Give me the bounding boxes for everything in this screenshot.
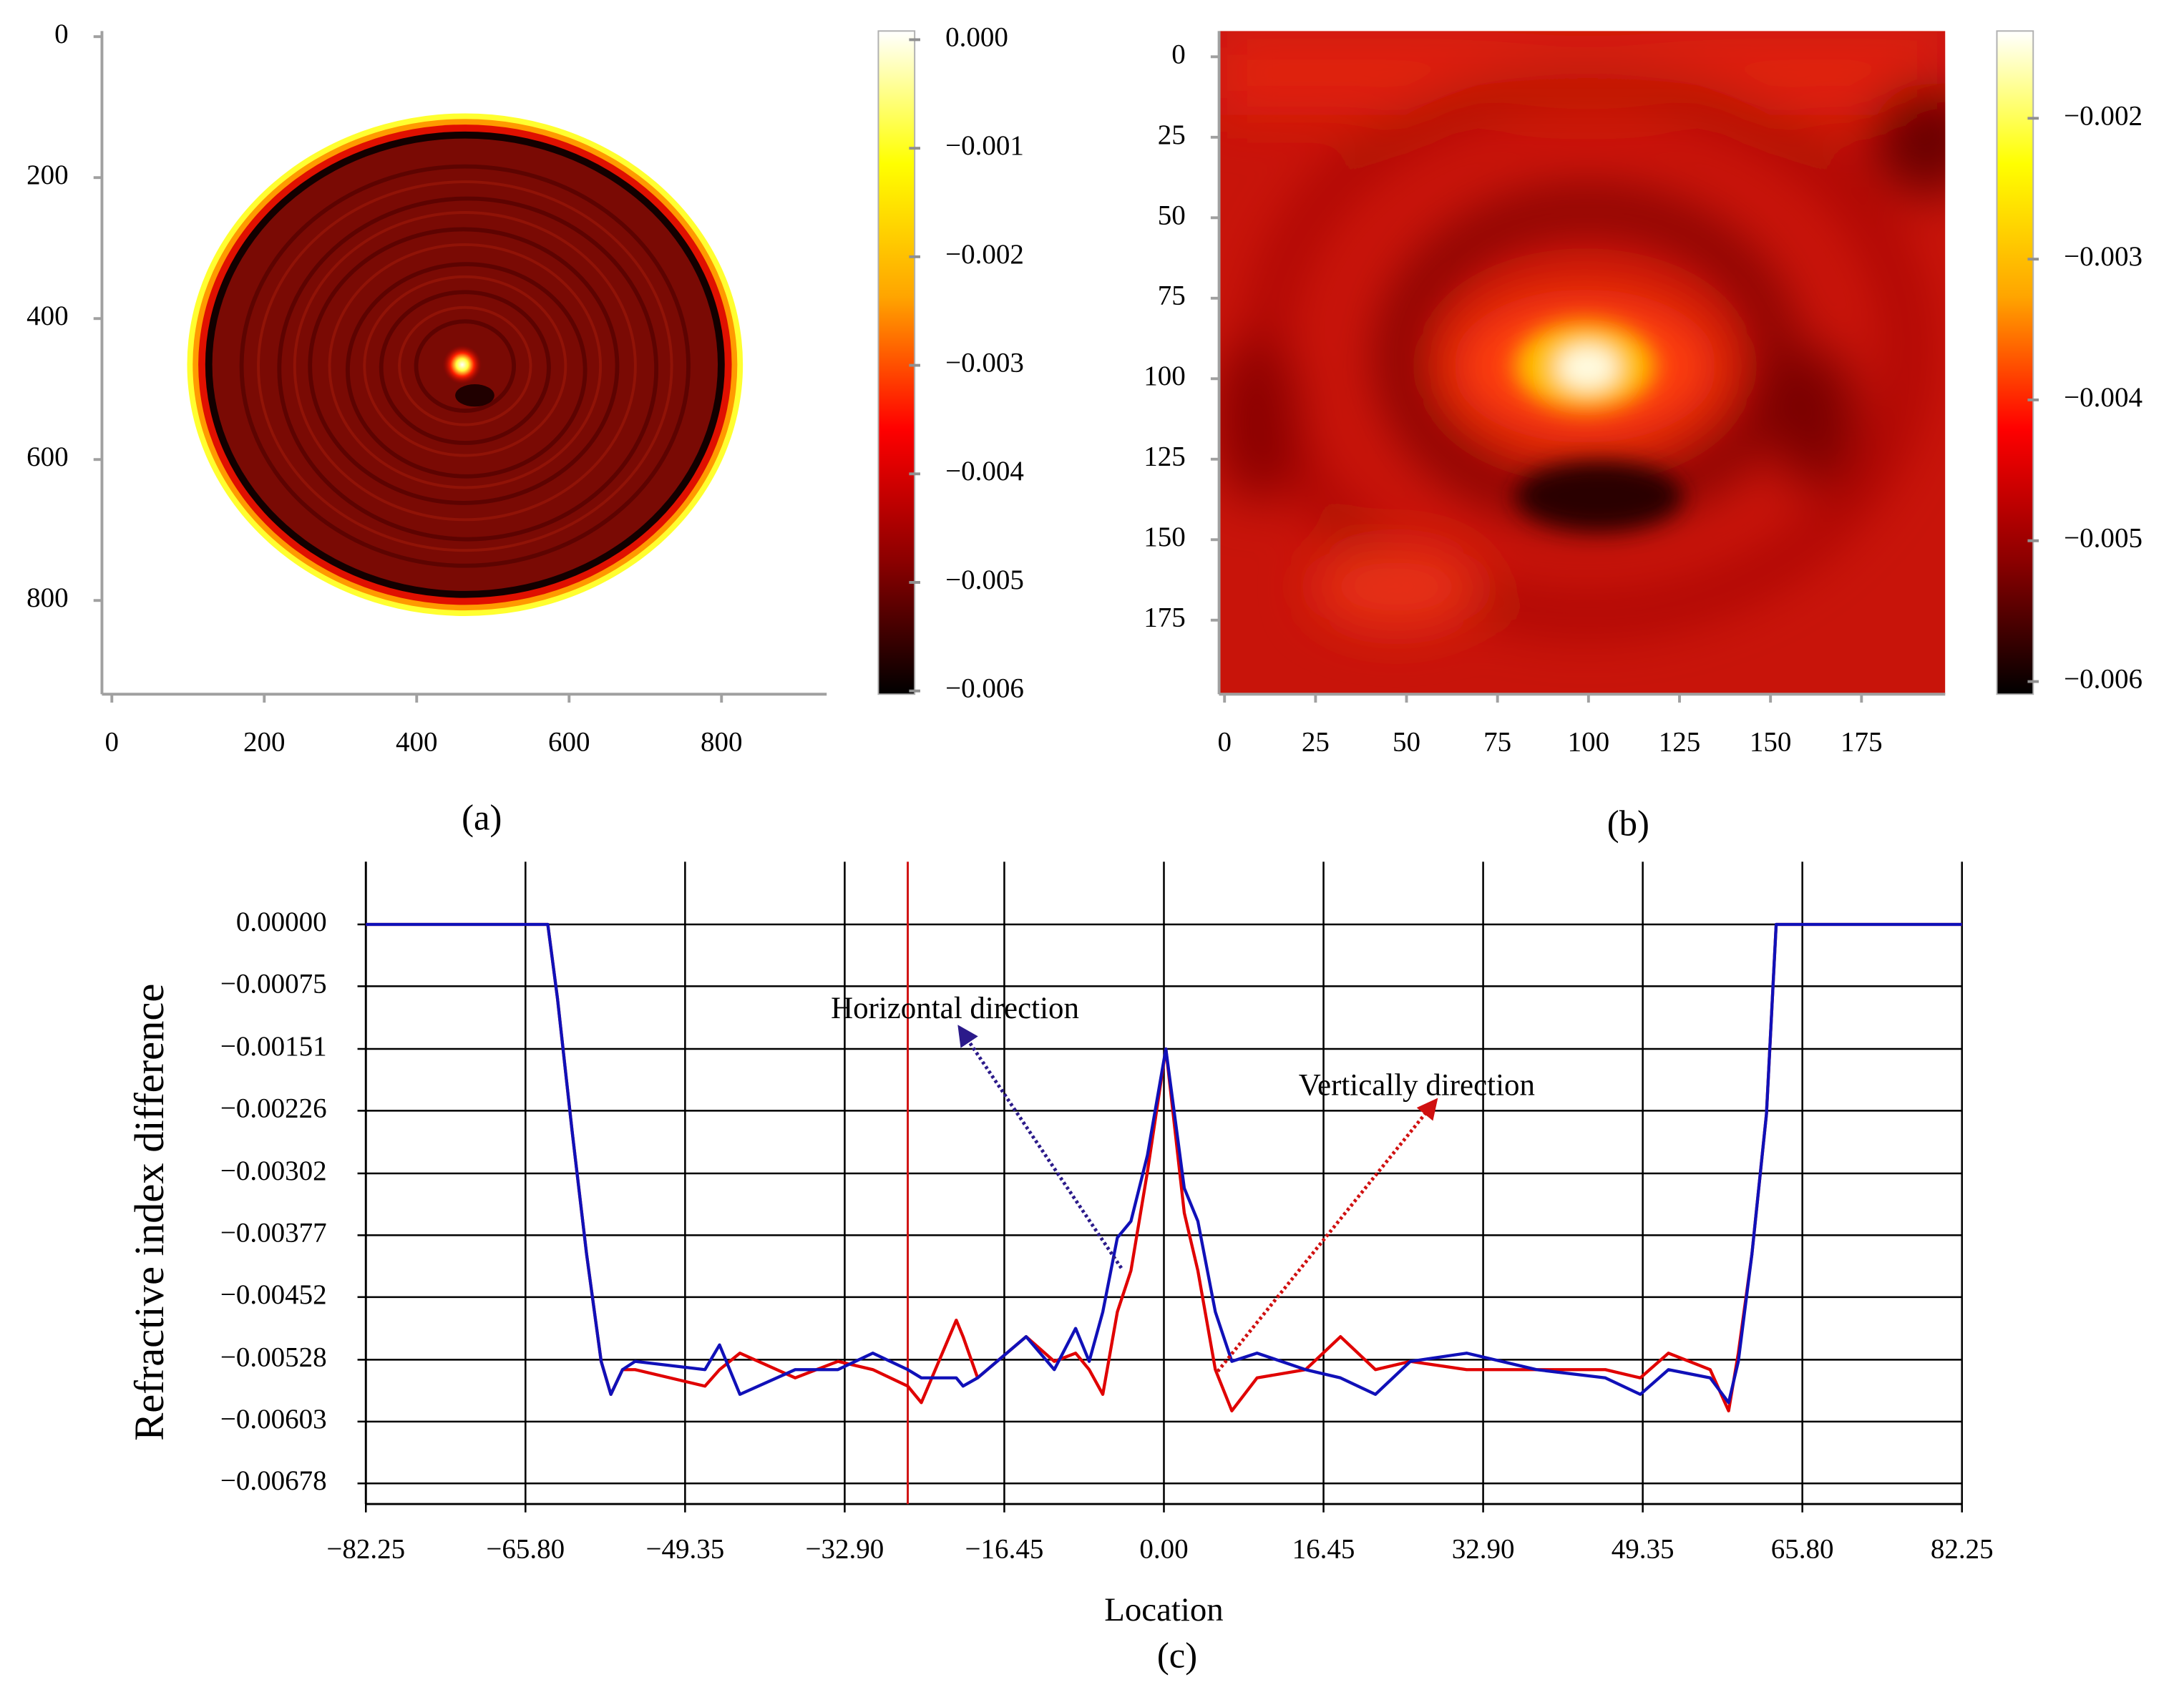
heatmap-b: 0 25 50 75 100 125 150 175 0 25 50 75 100 125 150 175 −0… — [1144, 30, 2142, 843]
colorbar-tick-label: −0.004 — [2064, 382, 2142, 413]
x-tick-label: 0 — [105, 726, 120, 757]
y-tick-label: −0.00302 — [220, 1156, 327, 1186]
caption: (c) — [1157, 1635, 1197, 1675]
y-tick-label: −0.00226 — [220, 1093, 327, 1123]
annotation-arrow — [1216, 1098, 1438, 1373]
y-tick-label: 800 — [26, 582, 69, 613]
y-tick-label: 50 — [1158, 200, 1186, 230]
annotation: Vertically direction — [1299, 1068, 1535, 1102]
y-tick-label: −0.00528 — [220, 1342, 327, 1372]
annotation-arrow — [957, 1025, 1123, 1269]
colorbar-tick-label: −0.004 — [945, 456, 1024, 487]
colorbar-tick-label: −0.003 — [945, 348, 1024, 378]
y-tick-label: −0.00151 — [220, 1031, 327, 1062]
colorbar-tick-label: −0.006 — [2064, 663, 2142, 694]
caption: (a) — [462, 797, 502, 837]
x-tick-label: −82.25 — [326, 1533, 405, 1564]
x-tick-label: 600 — [548, 726, 590, 757]
y-tick-label: −0.00452 — [220, 1279, 327, 1310]
y-tick-label: 0.00000 — [236, 907, 327, 937]
y-tick-label: 75 — [1158, 280, 1186, 311]
colorbar-tick-label: −0.002 — [2064, 100, 2142, 131]
x-tick-label: −32.90 — [806, 1533, 884, 1564]
x-tick-label: 82.25 — [1931, 1533, 1994, 1564]
x-tick-label: 200 — [243, 726, 286, 757]
y-tick-label: 600 — [26, 441, 69, 472]
y-tick-label: 175 — [1144, 602, 1186, 633]
x-tick-label: −49.35 — [645, 1533, 724, 1564]
y-tick-label: 150 — [1144, 522, 1186, 552]
series-line — [366, 922, 1962, 1405]
x-tick-label: 25 — [1302, 726, 1330, 757]
x-tick-label: 16.45 — [1292, 1533, 1355, 1564]
x-tick-label: 150 — [1750, 726, 1792, 757]
colorbar-tick-label: −0.002 — [945, 239, 1024, 270]
y-tick-label: −0.00603 — [220, 1404, 327, 1435]
x-tick-label: 65.80 — [1771, 1533, 1834, 1564]
x-tick-label: 0 — [1217, 726, 1232, 757]
x-tick-label: 49.35 — [1612, 1533, 1674, 1564]
x-tick-label: 400 — [396, 726, 438, 757]
x-tick-label: 175 — [1841, 726, 1883, 757]
y-tick-label: −0.00678 — [220, 1465, 327, 1496]
y-tick-label: −0.00075 — [220, 968, 327, 999]
heatmap-image — [187, 113, 744, 616]
colorbar — [1996, 30, 2034, 695]
x-axis-label: Location — [1104, 1591, 1223, 1628]
series-line — [366, 922, 1962, 1412]
y-tick-label: −0.00377 — [220, 1217, 327, 1248]
grid — [357, 861, 1963, 1513]
y-tick-label: 400 — [26, 301, 69, 331]
caption: (b) — [1607, 803, 1649, 843]
x-tick-label: 800 — [701, 726, 743, 757]
heatmap-a: 0 200 400 600 800 0 200 400 600 800 0.000 −0.001 −0.… — [26, 19, 1024, 837]
y-tick-label: 0 — [54, 19, 69, 49]
x-tick-label: 0.00 — [1139, 1533, 1188, 1564]
colorbar-tick-label: −0.006 — [945, 673, 1024, 704]
colorbar-tick-label: −0.005 — [945, 565, 1024, 595]
y-tick-label: 125 — [1144, 441, 1186, 472]
colorbar — [877, 30, 916, 695]
x-tick-label: 50 — [1393, 726, 1420, 757]
x-tick-label: 75 — [1483, 726, 1511, 757]
y-axis-label: Refractive index difference — [126, 984, 172, 1441]
y-tick-label: 100 — [1144, 361, 1186, 391]
x-tick-label: −16.45 — [965, 1533, 1044, 1564]
colorbar-tick-label: 0.000 — [945, 21, 1008, 52]
x-tick-label: −65.80 — [486, 1533, 565, 1564]
y-tick-label: 200 — [26, 160, 69, 190]
x-tick-label: 100 — [1568, 726, 1610, 757]
line-chart: Horizontal direction Vertically directio… — [126, 861, 1994, 1675]
x-tick-label: 32.90 — [1452, 1533, 1515, 1564]
x-tick-label: 125 — [1659, 726, 1701, 757]
colorbar-tick-label: −0.001 — [945, 130, 1024, 161]
y-tick-label: 25 — [1158, 119, 1186, 150]
annotation: Horizontal direction — [831, 992, 1079, 1025]
heatmap-image — [1219, 31, 1946, 695]
colorbar-tick-label: −0.005 — [2064, 523, 2142, 554]
y-tick-label: 0 — [1171, 39, 1186, 69]
colorbar-tick-label: −0.003 — [2064, 241, 2142, 272]
